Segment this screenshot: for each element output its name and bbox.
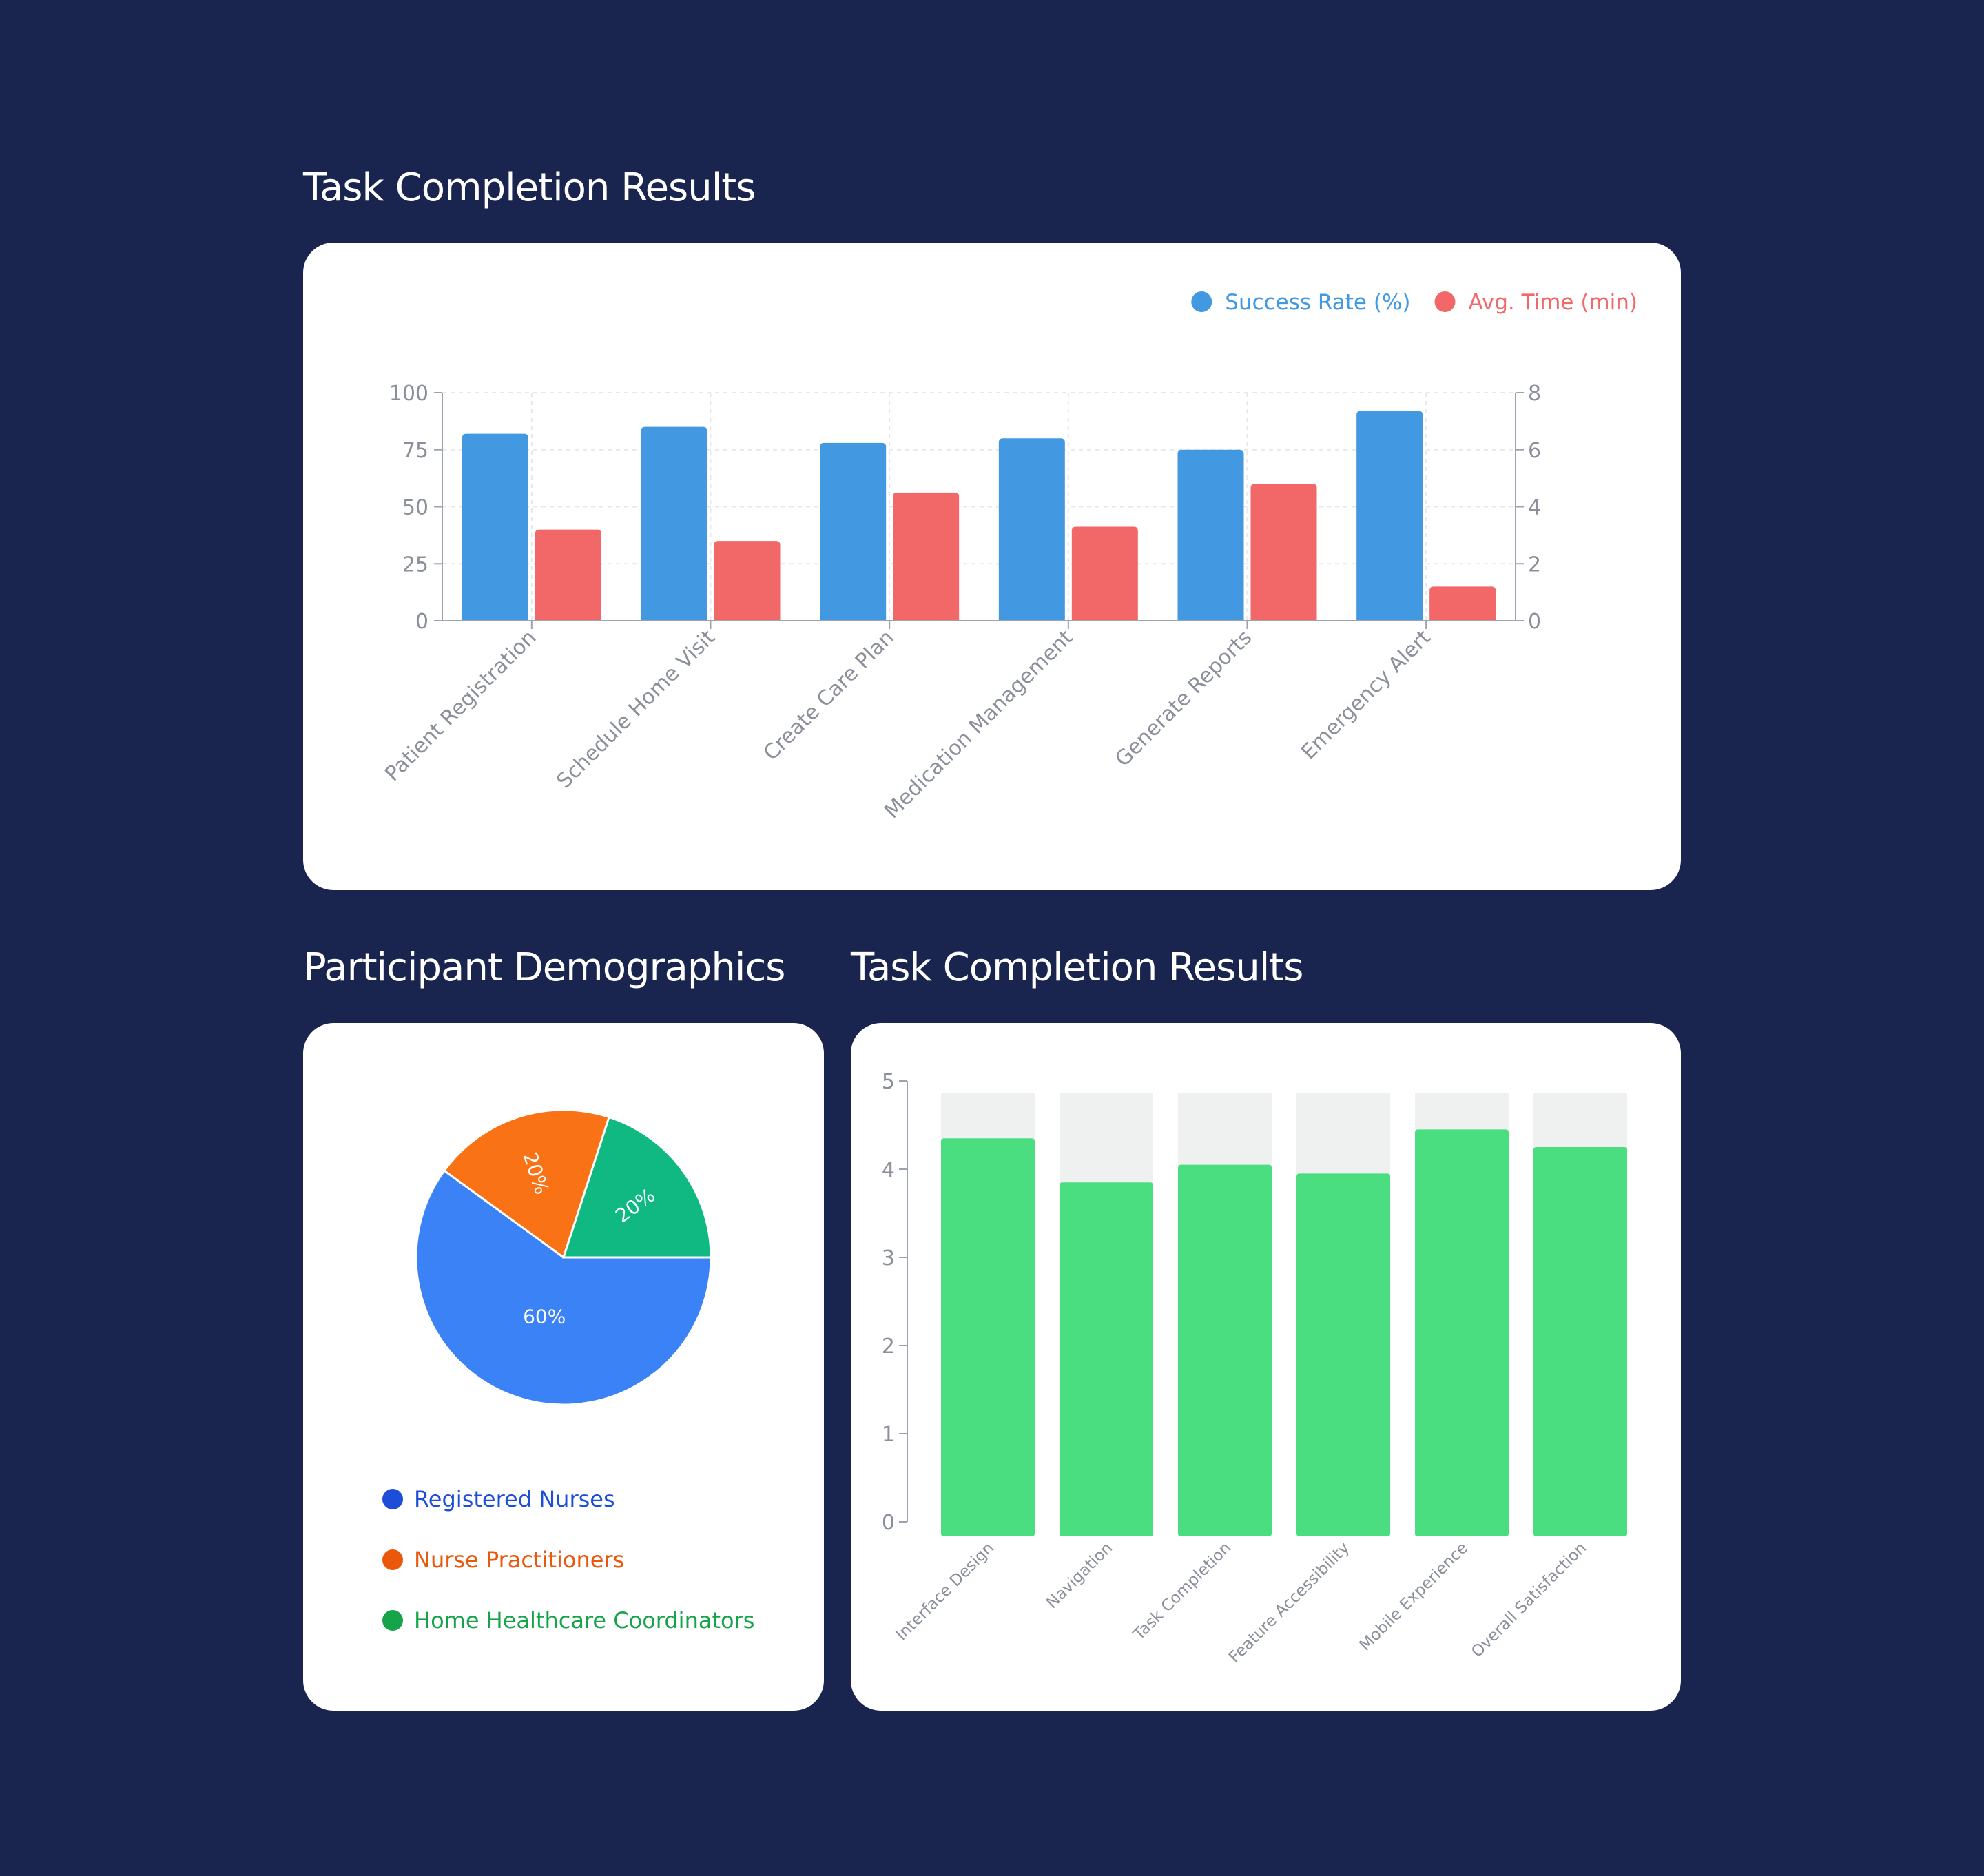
y-tick-label: 0 (882, 1511, 895, 1535)
bar-success-rate-emergency-alert (1356, 411, 1423, 621)
legend-label: Home Healthcare Coordinators (414, 1607, 755, 1633)
pie-legend-item-home-healthcare-coordinators: Home Healthcare Coordinators (382, 1607, 754, 1633)
legend-dot (382, 1549, 403, 1570)
x-tick-label-patient-registration: Patient Registration (380, 626, 541, 786)
ratings-bar-chart: 0 1 2 3 4 5 Interface Design Navigation Task Com… (882, 1070, 1627, 1667)
x-tick-label-generate-reports: Generate Reports (1110, 626, 1257, 772)
y-tick-label: 3 (882, 1246, 895, 1270)
legend-dot (382, 1610, 403, 1631)
bar-avg-time-min-medication-management (1071, 526, 1138, 621)
demographics-pie-chart: 60%20%20% (415, 1109, 712, 1406)
x-tick-label-interface-design: Interface Design (893, 1539, 998, 1645)
bar-success-rate-patient-registration (462, 433, 528, 621)
y-left-tick-label: 25 (402, 553, 428, 577)
legend-dot (382, 1489, 403, 1509)
demographics-title: Participant Demographics (303, 945, 785, 990)
x-tick-label-create-care-plan: Create Care Plan (759, 626, 899, 765)
y-left-tick-label: 50 (402, 496, 428, 520)
y-right-tick-label: 8 (1528, 382, 1541, 406)
legend-dot-avg-time-min (1434, 291, 1456, 312)
legend-label: Nurse Practitioners (414, 1547, 625, 1573)
bar-overall-satisfaction (1533, 1147, 1627, 1536)
x-tick-label-emergency-alert: Emergency Alert (1296, 626, 1436, 765)
y-tick-label: 2 (882, 1334, 895, 1359)
ratings-card: 0 1 2 3 4 5 Interface Design Navigation Task Com… (851, 1023, 1681, 1711)
bar-success-rate-medication-management (998, 438, 1065, 621)
top-chart-title: Task Completion Results (303, 165, 756, 210)
x-tick-label-mobile-experience: Mobile Experience (1356, 1539, 1472, 1655)
bar-task-completion (1178, 1164, 1272, 1536)
bar-avg-time-min-patient-registration (535, 529, 601, 621)
x-tick-label-navigation: Navigation (1043, 1539, 1116, 1612)
x-tick-label-feature-accessibility: Feature Accessibility (1226, 1539, 1353, 1667)
pie-label-registered-nurses: 60% (523, 1305, 566, 1328)
x-tick-label-medication-management: Medication Management (880, 626, 1077, 823)
legend-dot-success-rate (1191, 291, 1212, 312)
x-tick-label-overall-satisfaction: Overall Satisfaction (1468, 1539, 1590, 1661)
pie-slice-nurse-practitioners (442, 1109, 611, 1259)
pie-slice-home-healthcare-coordinators (561, 1115, 712, 1259)
bar-success-rate-generate-reports (1177, 449, 1244, 621)
bar-interface-design (941, 1138, 1035, 1536)
demographics-card: 60% 20% 20% Registered Nurses Nurse Practit… (303, 1023, 824, 1711)
y-tick-label: 1 (882, 1423, 895, 1447)
y-left-tick-label: 75 (402, 439, 428, 463)
legend-label: Registered Nurses (414, 1486, 615, 1512)
bar-mobile-experience (1415, 1129, 1509, 1536)
y-left-tick-label: 100 (389, 382, 428, 406)
y-tick-label: 4 (882, 1158, 895, 1182)
ratings-title: Task Completion Results (851, 945, 1303, 990)
bar-navigation (1060, 1182, 1153, 1536)
pie-slice-registered-nurses (415, 1169, 712, 1406)
bar-avg-time-min-generate-reports (1250, 484, 1317, 621)
top-chart-card: 0 25 50 75 100 0 2 4 6 8 Patient Registration Sched… (303, 243, 1681, 890)
y-right-tick-label: 0 (1528, 610, 1541, 634)
y-right-tick-label: 2 (1528, 553, 1541, 577)
task-completion-bar-chart: 0 25 50 75 100 0 2 4 6 8 Patient Registration Sched… (380, 290, 1638, 823)
x-tick-label-schedule-home-visit: Schedule Home Visit (552, 626, 721, 794)
bar-success-rate-create-care-plan (820, 442, 887, 621)
legend-label-success-rate: Success Rate (%) (1225, 290, 1410, 315)
bar-avg-time-min-create-care-plan (893, 492, 960, 621)
bar-avg-time-min-emergency-alert (1429, 586, 1496, 621)
bar-avg-time-min-schedule-home-visit (714, 541, 781, 621)
x-tick-label-task-completion: Task Completion (1130, 1539, 1235, 1645)
pie-legend-item-registered-nurses: Registered Nurses (382, 1486, 615, 1512)
legend-label-avg-time-min: Avg. Time (min) (1469, 290, 1638, 315)
y-left-tick-label: 0 (415, 610, 428, 634)
pie-legend-item-nurse-practitioners: Nurse Practitioners (382, 1547, 624, 1573)
y-tick-label: 5 (882, 1070, 895, 1094)
bar-success-rate-schedule-home-visit (641, 426, 707, 621)
y-right-tick-label: 6 (1528, 439, 1541, 463)
bar-feature-accessibility (1296, 1173, 1390, 1536)
y-right-tick-label: 4 (1528, 496, 1541, 520)
